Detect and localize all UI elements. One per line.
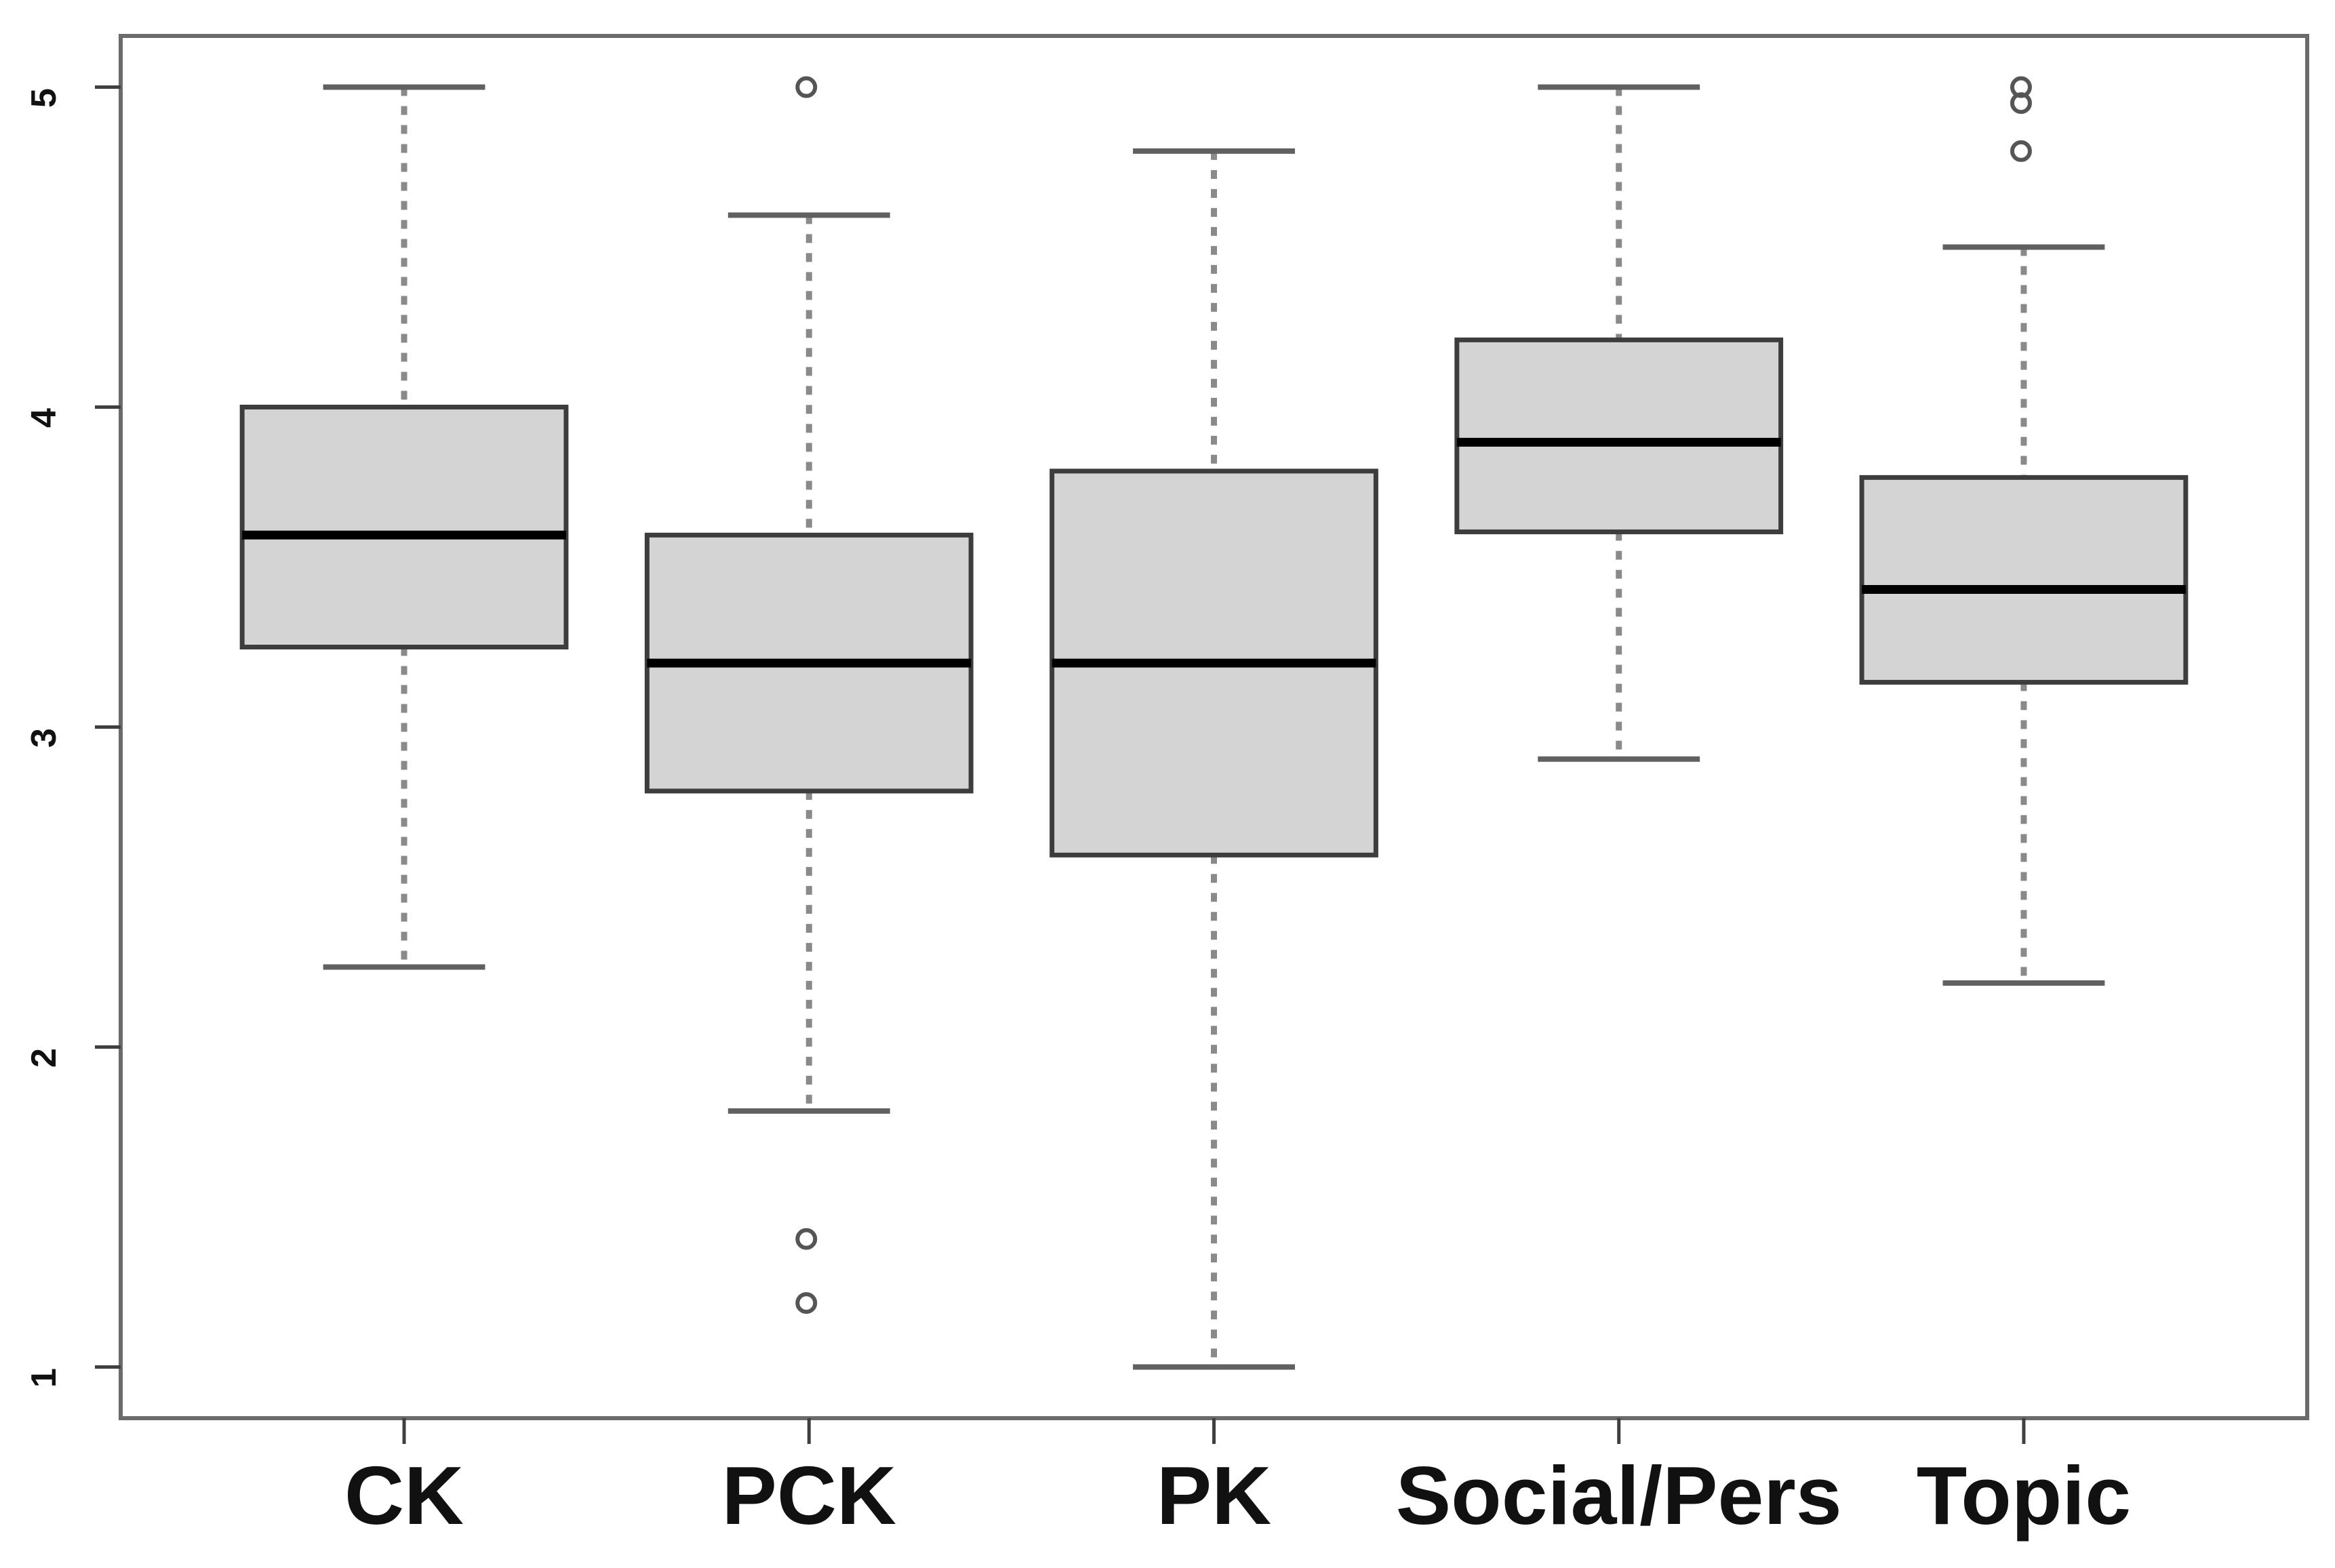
x-axis-label-Topic: Topic <box>1917 1449 2131 1542</box>
y-axis-tick-label-1: 1 <box>24 1368 64 1388</box>
iqr-box-Social/Pers <box>1454 337 1784 535</box>
outlier-point-Topic-1 <box>2010 92 2032 115</box>
x-axis-label-Social/Pers: Social/Pers <box>1396 1449 1842 1542</box>
y-axis-tick-label-4: 4 <box>24 408 64 428</box>
y-axis-tick-label-5: 5 <box>24 88 64 108</box>
x-axis-label-CK: CK <box>344 1449 464 1542</box>
outlier-point-PCK-1 <box>795 1228 818 1250</box>
y-axis-tick-label-3: 3 <box>24 728 64 748</box>
iqr-box-CK <box>239 405 569 650</box>
y-axis-tick-label-2: 2 <box>24 1048 64 1068</box>
outlier-point-Topic-2 <box>2010 140 2032 162</box>
x-axis-label-PK: PK <box>1157 1449 1271 1542</box>
outlier-point-PCK-2 <box>795 1292 818 1314</box>
iqr-box-Topic <box>1859 475 2189 685</box>
outlier-point-PCK-0 <box>795 76 818 98</box>
x-axis-label-PCK: PCK <box>721 1449 896 1542</box>
